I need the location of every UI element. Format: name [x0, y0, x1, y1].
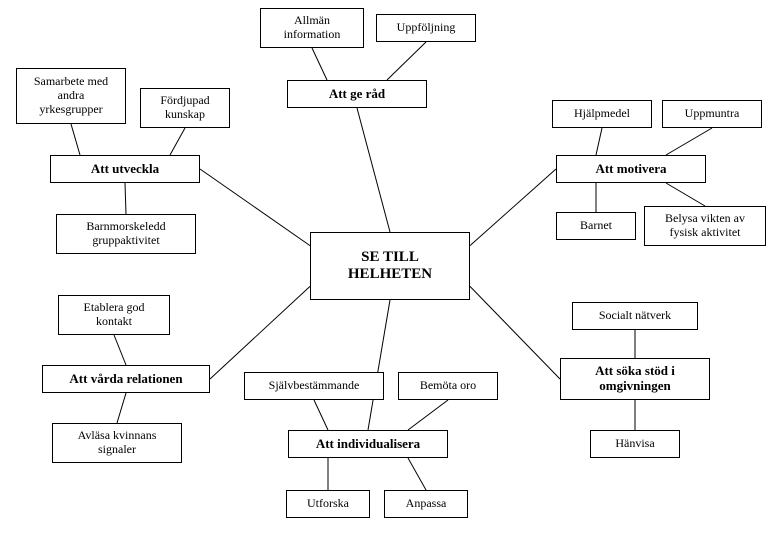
- sub-hjalpmedel: Hjälpmedel: [552, 100, 652, 128]
- sub-anpassa: Anpassa: [384, 490, 468, 518]
- sub-etablera: Etablera godkontakt: [58, 295, 170, 335]
- sub-fordjupad: Fördjupadkunskap: [140, 88, 230, 128]
- sub-uppmuntra: Uppmuntra: [662, 100, 762, 128]
- sub-bemota: Bemöta oro: [398, 372, 498, 400]
- cat-relation: Att vårda relationen: [42, 365, 210, 393]
- sub-utforska: Utforska: [286, 490, 370, 518]
- cat-utveckla: Att utveckla: [50, 155, 200, 183]
- sub-allman: Allmäninformation: [260, 8, 364, 48]
- center-box: SE TILLHELHETEN: [310, 232, 470, 300]
- sub-barnmorske: Barnmorskeleddgruppaktivitet: [56, 214, 196, 254]
- sub-belysa: Belysa vikten avfysisk aktivitet: [644, 206, 766, 246]
- cat-stod: Att söka stöd iomgivningen: [560, 358, 710, 400]
- sub-samarbete: Samarbete medandrayrkesgrupper: [16, 68, 126, 124]
- sub-avlasa: Avläsa kvinnanssignaler: [52, 423, 182, 463]
- cat-rad: Att ge råd: [287, 80, 427, 108]
- sub-hanvisa: Hänvisa: [590, 430, 680, 458]
- sub-socialt: Socialt nätverk: [572, 302, 698, 330]
- cat-motivera: Att motivera: [556, 155, 706, 183]
- sub-barnet: Barnet: [556, 212, 636, 240]
- sub-uppfoljning: Uppföljning: [376, 14, 476, 42]
- cat-individ: Att individualisera: [288, 430, 448, 458]
- sub-sjalv: Självbestämmande: [244, 372, 384, 400]
